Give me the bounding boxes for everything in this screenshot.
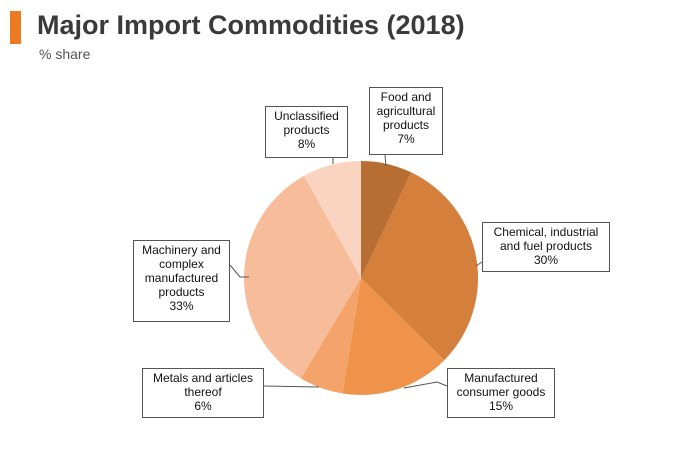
callout-unclassified: Unclassified products 8% xyxy=(265,106,348,158)
pie-slice-unclassified xyxy=(304,161,361,278)
pie-slice-metals xyxy=(300,278,361,394)
pie-slice-machinery xyxy=(244,175,361,379)
leader-line-consumer-goods xyxy=(403,381,448,389)
title-accent-bar xyxy=(10,11,21,44)
leader-line-metals xyxy=(263,385,320,388)
pie-slice-consumer-goods xyxy=(342,278,445,396)
chart-title: Major Import Commodities (2018) xyxy=(37,10,465,40)
callout-chemical: Chemical, industrial and fuel products 3… xyxy=(482,222,610,272)
leader-line-machinery xyxy=(229,264,249,278)
leader-line-food xyxy=(384,154,387,167)
pie-slice-food xyxy=(361,161,412,278)
leader-line-chemical xyxy=(475,261,483,267)
pie-slice-chemical xyxy=(361,172,479,361)
callout-food: Food and agricultural products 7% xyxy=(369,87,443,155)
callout-metals: Metals and articles thereof 6% xyxy=(142,368,264,418)
chart-subtitle: % share xyxy=(39,46,91,62)
callout-machinery: Machinery and complex manufactured produ… xyxy=(133,240,230,322)
callout-consumer-goods: Manufactured consumer goods 15% xyxy=(447,368,555,418)
